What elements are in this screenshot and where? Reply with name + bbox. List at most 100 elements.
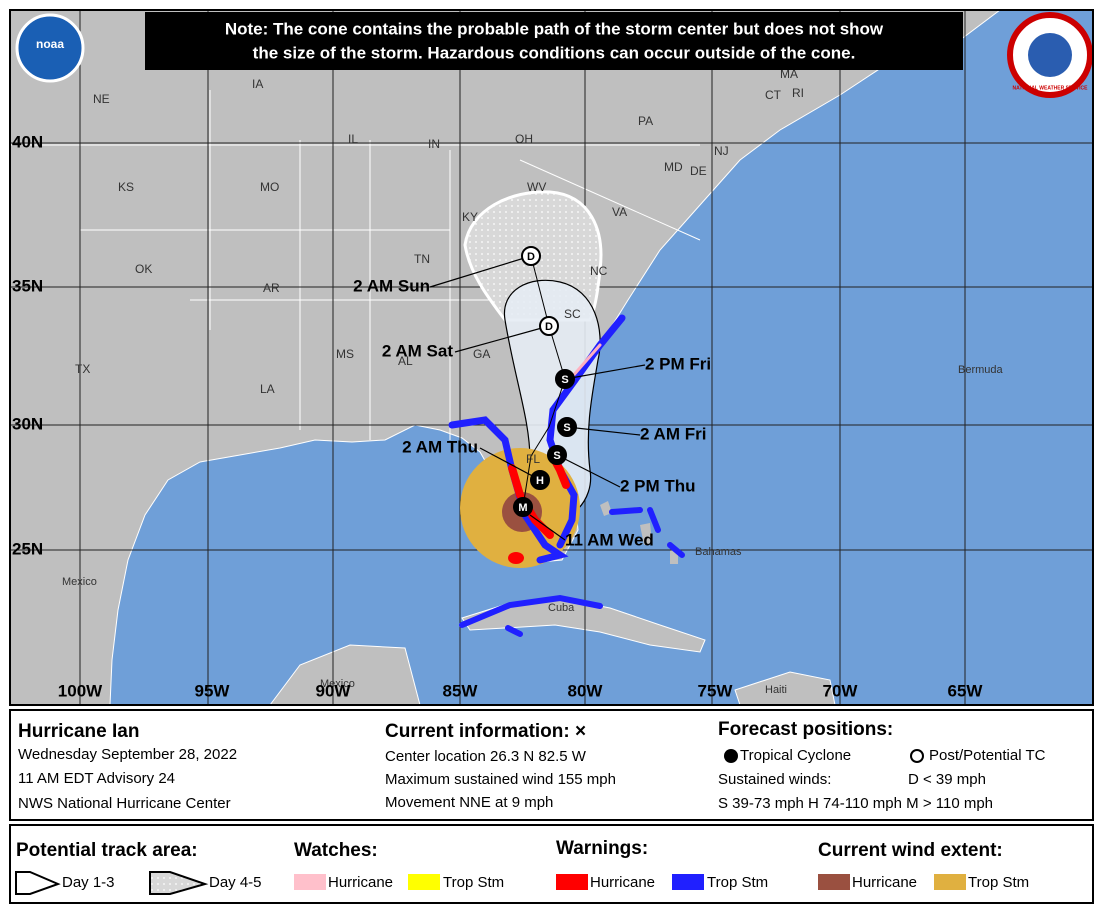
noaa-logo-text: noaa bbox=[36, 37, 64, 51]
forecast-letter: M bbox=[518, 502, 527, 514]
state-label: SC bbox=[564, 307, 581, 321]
note: the size of the storm. Hazardous conditi… bbox=[253, 43, 856, 62]
state-label: IA bbox=[252, 77, 263, 91]
nws-logo-text: NATIONAL WEATHER SERVICE bbox=[1013, 85, 1089, 91]
post-tc-label: Post/Potential TC bbox=[929, 747, 1046, 764]
legend-label: Trop Stm bbox=[707, 874, 768, 891]
track bbox=[522, 255, 566, 508]
state-label: IL bbox=[348, 132, 358, 146]
yucatan bbox=[269, 644, 421, 705]
current-line: Maximum sustained wind 155 mph bbox=[385, 771, 616, 788]
current-line: Movement NNE at 9 mph bbox=[385, 794, 553, 811]
legend-label: Trop Stm bbox=[443, 874, 504, 891]
lat-label: 30N bbox=[12, 414, 43, 433]
forecast-point bbox=[530, 470, 550, 490]
state-label: KS bbox=[118, 180, 134, 194]
lon-label: 80W bbox=[568, 681, 604, 700]
noaa-logo bbox=[15, 13, 85, 83]
info-line: NWS National Hurricane Center bbox=[18, 795, 231, 812]
lon-label: 90W bbox=[316, 681, 352, 700]
info-line: Wednesday September 28, 2022 bbox=[18, 746, 237, 763]
state-label: GA bbox=[473, 347, 490, 361]
state-label: AR bbox=[263, 281, 280, 295]
forecast-point bbox=[521, 246, 541, 266]
state-label: NJ bbox=[714, 144, 729, 158]
state-label: CT bbox=[765, 88, 782, 102]
state-label: OK bbox=[135, 262, 152, 276]
forecast-time: 2 AM Fri bbox=[640, 424, 706, 443]
lon-label: 75W bbox=[698, 681, 734, 700]
d-class: D < 39 mph bbox=[908, 771, 986, 788]
state-label: AL bbox=[398, 354, 413, 368]
place-label: Bermuda bbox=[958, 364, 1004, 376]
state-label: WV bbox=[527, 180, 546, 194]
forecast-letter: H bbox=[536, 475, 544, 487]
swatch bbox=[672, 874, 704, 890]
state-label: VA bbox=[612, 205, 627, 219]
place-label: Mexico bbox=[62, 576, 97, 588]
swatch bbox=[408, 874, 440, 890]
lat-label: 40N bbox=[12, 132, 43, 151]
lon-label: 65W bbox=[948, 681, 984, 700]
place-label: Mexico bbox=[320, 678, 355, 690]
lon-label: 85W bbox=[443, 681, 479, 700]
swatch bbox=[934, 874, 966, 890]
forecast-letter: S bbox=[563, 422, 570, 434]
lon-label: 70W bbox=[823, 681, 859, 700]
forecast-time: 2 AM Thu bbox=[402, 437, 478, 456]
state-label: PA bbox=[638, 114, 653, 128]
state-label: MD bbox=[664, 160, 683, 174]
legend-label: Hurricane bbox=[328, 874, 393, 891]
swatch bbox=[294, 874, 326, 890]
legend bbox=[9, 824, 1094, 904]
forecast-time: 2 AM Sun bbox=[353, 276, 430, 295]
state-label: LA bbox=[260, 382, 275, 396]
lat-label: 35N bbox=[12, 276, 43, 295]
legend-label: Day 4-5 bbox=[209, 874, 262, 891]
place-label: Cuba bbox=[548, 602, 575, 614]
lon-label: 95W bbox=[195, 681, 231, 700]
state-label: TN bbox=[414, 252, 430, 266]
current-title: Current information: × bbox=[385, 721, 586, 742]
legend-label: Trop Stm bbox=[968, 874, 1029, 891]
swatch bbox=[556, 874, 588, 890]
storm-name: Hurricane Ian bbox=[18, 721, 139, 742]
tc-label: Tropical Cyclone bbox=[740, 747, 851, 764]
forecast-time: 11 AM Wed bbox=[565, 530, 654, 549]
legend-title: Potential track area: bbox=[16, 840, 198, 861]
bahamas bbox=[600, 501, 678, 564]
forecast-point bbox=[557, 417, 577, 437]
classes: S 39-73 mph H 74-110 mph M > 110 mph bbox=[718, 795, 993, 812]
lat-label: 25N bbox=[12, 539, 43, 558]
state-label: MA bbox=[780, 67, 798, 81]
hispaniola bbox=[734, 671, 836, 705]
forecast-point bbox=[555, 369, 575, 389]
legend-label: Day 1-3 bbox=[62, 874, 115, 891]
state-label: FL bbox=[526, 452, 540, 466]
legend-title: Warnings: bbox=[556, 838, 648, 859]
note: Note: The cone contains the probable pat… bbox=[225, 19, 884, 38]
current-line: Center location 26.3 N 82.5 W bbox=[385, 748, 587, 765]
tc-symbol bbox=[724, 749, 738, 763]
legend-label: Hurricane bbox=[852, 874, 917, 891]
map: NE IA IL IN OH PA MA CT RI NJ MD DE KS M… bbox=[10, 10, 1093, 705]
forecast-point bbox=[547, 445, 567, 465]
place-label: Bahamas bbox=[695, 546, 742, 558]
info-line: 11 AM EDT Advisory 24 bbox=[18, 770, 175, 787]
forecast-point bbox=[513, 497, 533, 517]
sustained-label: Sustained winds: bbox=[718, 771, 831, 788]
swatch bbox=[818, 874, 850, 890]
map-border bbox=[9, 9, 1094, 706]
forecast-letter: D bbox=[545, 321, 553, 333]
forecast-letter: S bbox=[553, 450, 560, 462]
state-label: RI bbox=[792, 86, 804, 100]
state-label: TX bbox=[75, 362, 90, 376]
day13-swatch bbox=[15, 871, 61, 895]
state-label: IN bbox=[428, 137, 440, 151]
state-label: NE bbox=[93, 92, 110, 106]
forecast-time: 2 PM Thu bbox=[620, 476, 696, 495]
info-panel bbox=[9, 709, 1094, 821]
legend-title: Current wind extent: bbox=[818, 840, 1003, 861]
state-label: MS bbox=[336, 347, 354, 361]
legend-title: Watches: bbox=[294, 840, 378, 861]
